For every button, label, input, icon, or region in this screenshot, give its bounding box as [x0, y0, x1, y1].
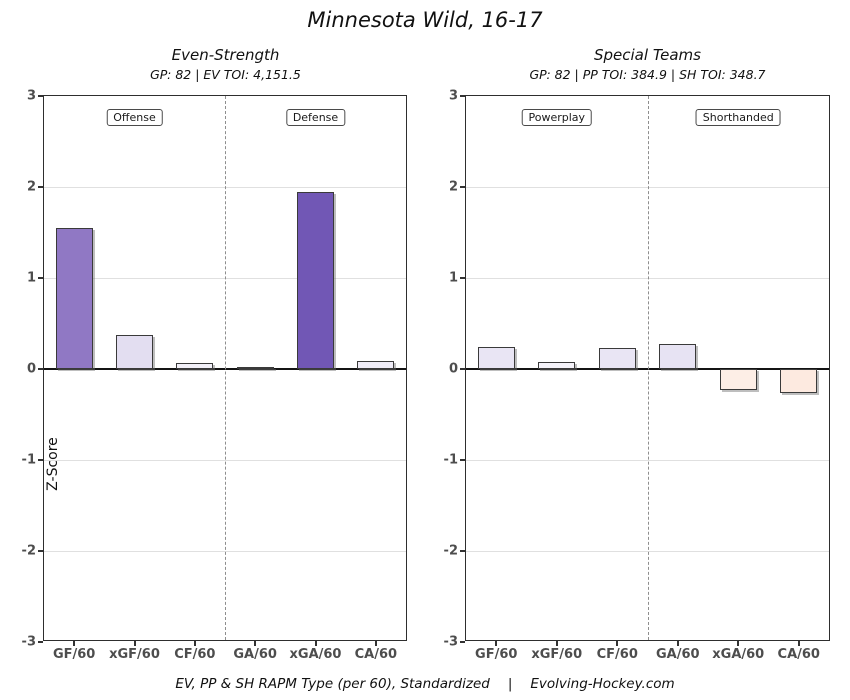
bar-gf60 — [477, 347, 515, 369]
y-tick-label: -1 — [21, 452, 36, 468]
y-tick-mark — [38, 641, 43, 643]
x-tick-mark — [555, 641, 558, 646]
x-tick-label: GA/60 — [233, 647, 277, 662]
x-tick-label: CF/60 — [596, 647, 638, 662]
y-tick-mark — [460, 641, 465, 643]
y-axis-title: Z-Score — [45, 437, 61, 491]
y-tick-mark — [38, 186, 43, 188]
bar-gf60 — [55, 227, 93, 369]
y-tick-label: -3 — [21, 634, 36, 650]
x-tick-label: xGF/60 — [109, 647, 160, 662]
bar-cf60 — [176, 362, 214, 369]
bar-xgf60 — [116, 335, 153, 369]
bar-ca60 — [780, 369, 818, 393]
x-tick-mark — [374, 641, 377, 646]
figure-caption: EV, PP & SH RAPM Type (per 60), Standard… — [0, 676, 850, 692]
y-tick-mark — [38, 550, 43, 552]
x-tick-label: GF/60 — [475, 647, 518, 662]
ev-panel-subtitle: Even-Strength — [171, 46, 280, 64]
x-tick-label: GA/60 — [655, 647, 700, 662]
bar-xga60 — [297, 192, 334, 369]
caption-site-text: Evolving-Hockey.com — [530, 676, 675, 692]
even-strength-plot: Z-Score Offense Defense 3 2 1 0 -1 -2 -3 GF/60 xGF… — [22, 89, 407, 662]
y-tick-mark — [38, 277, 43, 279]
st-panel-info: GP: 82 | PP TOI: 384.9 | SH TOI: 348.7 — [529, 67, 766, 82]
bar-ga60 — [236, 367, 274, 370]
y-tick-mark — [38, 368, 43, 370]
y-tick-mark — [460, 277, 465, 279]
x-tick-mark — [314, 641, 317, 646]
y-tick-mark — [38, 95, 43, 97]
y-tick-label: 1 — [26, 270, 36, 286]
section-separator-line — [647, 96, 649, 640]
bar-xga60 — [719, 369, 757, 390]
y-tick-label: 0 — [448, 361, 458, 377]
y-tick-mark — [460, 459, 465, 461]
y-tick-label: 1 — [448, 270, 458, 286]
caption-separator: | — [507, 676, 513, 692]
section-label-powerplay: Powerplay — [521, 109, 593, 126]
x-tick-label: GF/60 — [52, 647, 96, 662]
x-tick-label: xGA/60 — [712, 647, 765, 662]
y-tick-mark — [460, 368, 465, 370]
st-panel-subtitle: Special Teams — [594, 46, 701, 64]
x-tick-mark — [193, 641, 196, 646]
y-tick-label: 3 — [448, 88, 458, 104]
x-tick-label: CA/60 — [354, 647, 398, 662]
x-tick-label: xGA/60 — [289, 647, 342, 662]
section-label-offense: Offense — [106, 109, 163, 126]
x-tick-mark — [73, 641, 76, 646]
section-label-defense: Defense — [285, 109, 346, 126]
y-tick-mark — [38, 459, 43, 461]
x-tick-mark — [737, 641, 740, 646]
bar-ca60 — [357, 360, 395, 369]
y-tick-label: 3 — [26, 88, 36, 104]
x-tick-mark — [254, 641, 257, 646]
y-tick-label: -2 — [443, 543, 458, 559]
y-tick-mark — [460, 186, 465, 188]
y-tick-label: -3 — [443, 634, 458, 650]
x-tick-mark — [676, 641, 679, 646]
ev-panel-info: GP: 82 | EV TOI: 4,151.5 — [150, 67, 301, 82]
x-tick-mark — [797, 641, 800, 646]
page-title: Minnesota Wild, 16-17 — [307, 8, 543, 32]
y-tick-mark — [460, 550, 465, 552]
x-tick-mark — [133, 641, 136, 646]
x-tick-label: xGF/60 — [531, 647, 583, 662]
y-tick-label: 2 — [448, 179, 458, 195]
y-tick-label: -1 — [443, 452, 458, 468]
x-tick-label: CA/60 — [777, 647, 820, 662]
y-tick-label: 0 — [26, 361, 36, 377]
x-tick-mark — [495, 641, 498, 646]
bar-cf60 — [598, 348, 636, 369]
x-tick-label: CF/60 — [174, 647, 216, 662]
x-tick-mark — [616, 641, 619, 646]
section-separator-line — [225, 96, 226, 640]
special-teams-plot: Powerplay Shorthanded 3 2 1 0 -1 -2 -3 GF/60 xGF/6… — [444, 89, 830, 662]
bar-ga60 — [659, 343, 697, 369]
bar-xgf60 — [538, 361, 576, 369]
y-tick-label: -2 — [21, 543, 36, 559]
y-tick-label: 2 — [26, 179, 36, 195]
y-tick-mark — [460, 95, 465, 97]
caption-rapm-text: EV, PP & SH RAPM Type (per 60), Standard… — [175, 676, 490, 692]
section-label-shorthanded: Shorthanded — [695, 109, 781, 126]
